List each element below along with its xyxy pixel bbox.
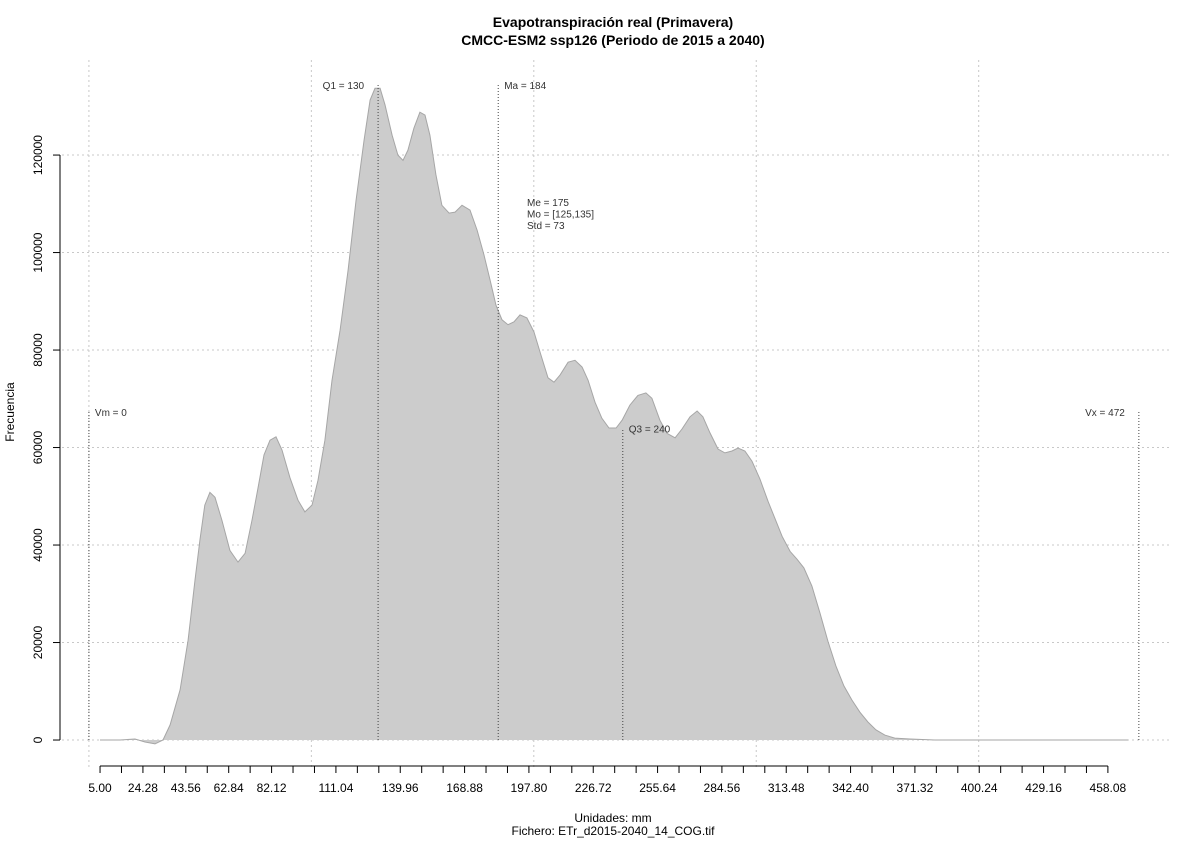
chart-title: Evapotranspiración real (Primavera) bbox=[493, 14, 733, 30]
x-tick-label: 168.88 bbox=[446, 781, 483, 795]
reference-label: Ma = 184 bbox=[504, 81, 546, 92]
x-tick-label: 371.32 bbox=[897, 781, 934, 795]
x-tick-label: 342.40 bbox=[832, 781, 869, 795]
x-tick-label: 255.64 bbox=[639, 781, 676, 795]
x-tick-label: 226.72 bbox=[575, 781, 612, 795]
x-tick-label: 400.24 bbox=[961, 781, 998, 795]
x-tick-label: 43.56 bbox=[171, 781, 201, 795]
y-tick-label: 80000 bbox=[31, 333, 45, 367]
y-tick-label: 20000 bbox=[31, 626, 45, 660]
x-tick-label: 24.28 bbox=[128, 781, 158, 795]
chart-subtitle: CMCC-ESM2 ssp126 (Periodo de 2015 a 2040… bbox=[461, 32, 764, 48]
reference-label: Vm = 0 bbox=[95, 408, 127, 419]
reference-label: Vx = 472 bbox=[1085, 408, 1125, 419]
x-tick-label: 313.48 bbox=[768, 781, 805, 795]
stat-label: Me = 175 bbox=[527, 198, 569, 209]
density-line bbox=[100, 87, 1128, 745]
x-tick-label: 62.84 bbox=[214, 781, 244, 795]
reference-label: Q1 = 130 bbox=[323, 81, 365, 92]
x-tick-label: 284.56 bbox=[704, 781, 741, 795]
x-tick-label: 429.16 bbox=[1025, 781, 1062, 795]
y-tick-label: 40000 bbox=[31, 528, 45, 562]
x-tick-label: 111.04 bbox=[318, 781, 353, 795]
y-axis-label: Frecuencia bbox=[3, 382, 17, 442]
y-tick-label: 120000 bbox=[31, 135, 45, 175]
x-tick-label: 5.00 bbox=[88, 781, 112, 795]
y-tick-label: 60000 bbox=[31, 431, 45, 465]
reference-label: Q3 = 240 bbox=[629, 425, 671, 436]
stat-label: Mo = [125,135] bbox=[527, 210, 594, 221]
stat-label: Std = 73 bbox=[527, 221, 565, 232]
x-tick-label: 458.08 bbox=[1090, 781, 1127, 795]
y-tick-label: 0 bbox=[31, 736, 45, 743]
density-area bbox=[100, 88, 1128, 744]
caption: Fichero: ETr_d2015-2040_14_COG.tif bbox=[512, 824, 716, 838]
y-tick-label: 100000 bbox=[31, 232, 45, 272]
x-tick-label: 139.96 bbox=[382, 781, 419, 795]
x-tick-label: 197.80 bbox=[511, 781, 548, 795]
x-tick-label: 82.12 bbox=[257, 781, 287, 795]
x-axis-label: Unidades: mm bbox=[574, 811, 651, 825]
